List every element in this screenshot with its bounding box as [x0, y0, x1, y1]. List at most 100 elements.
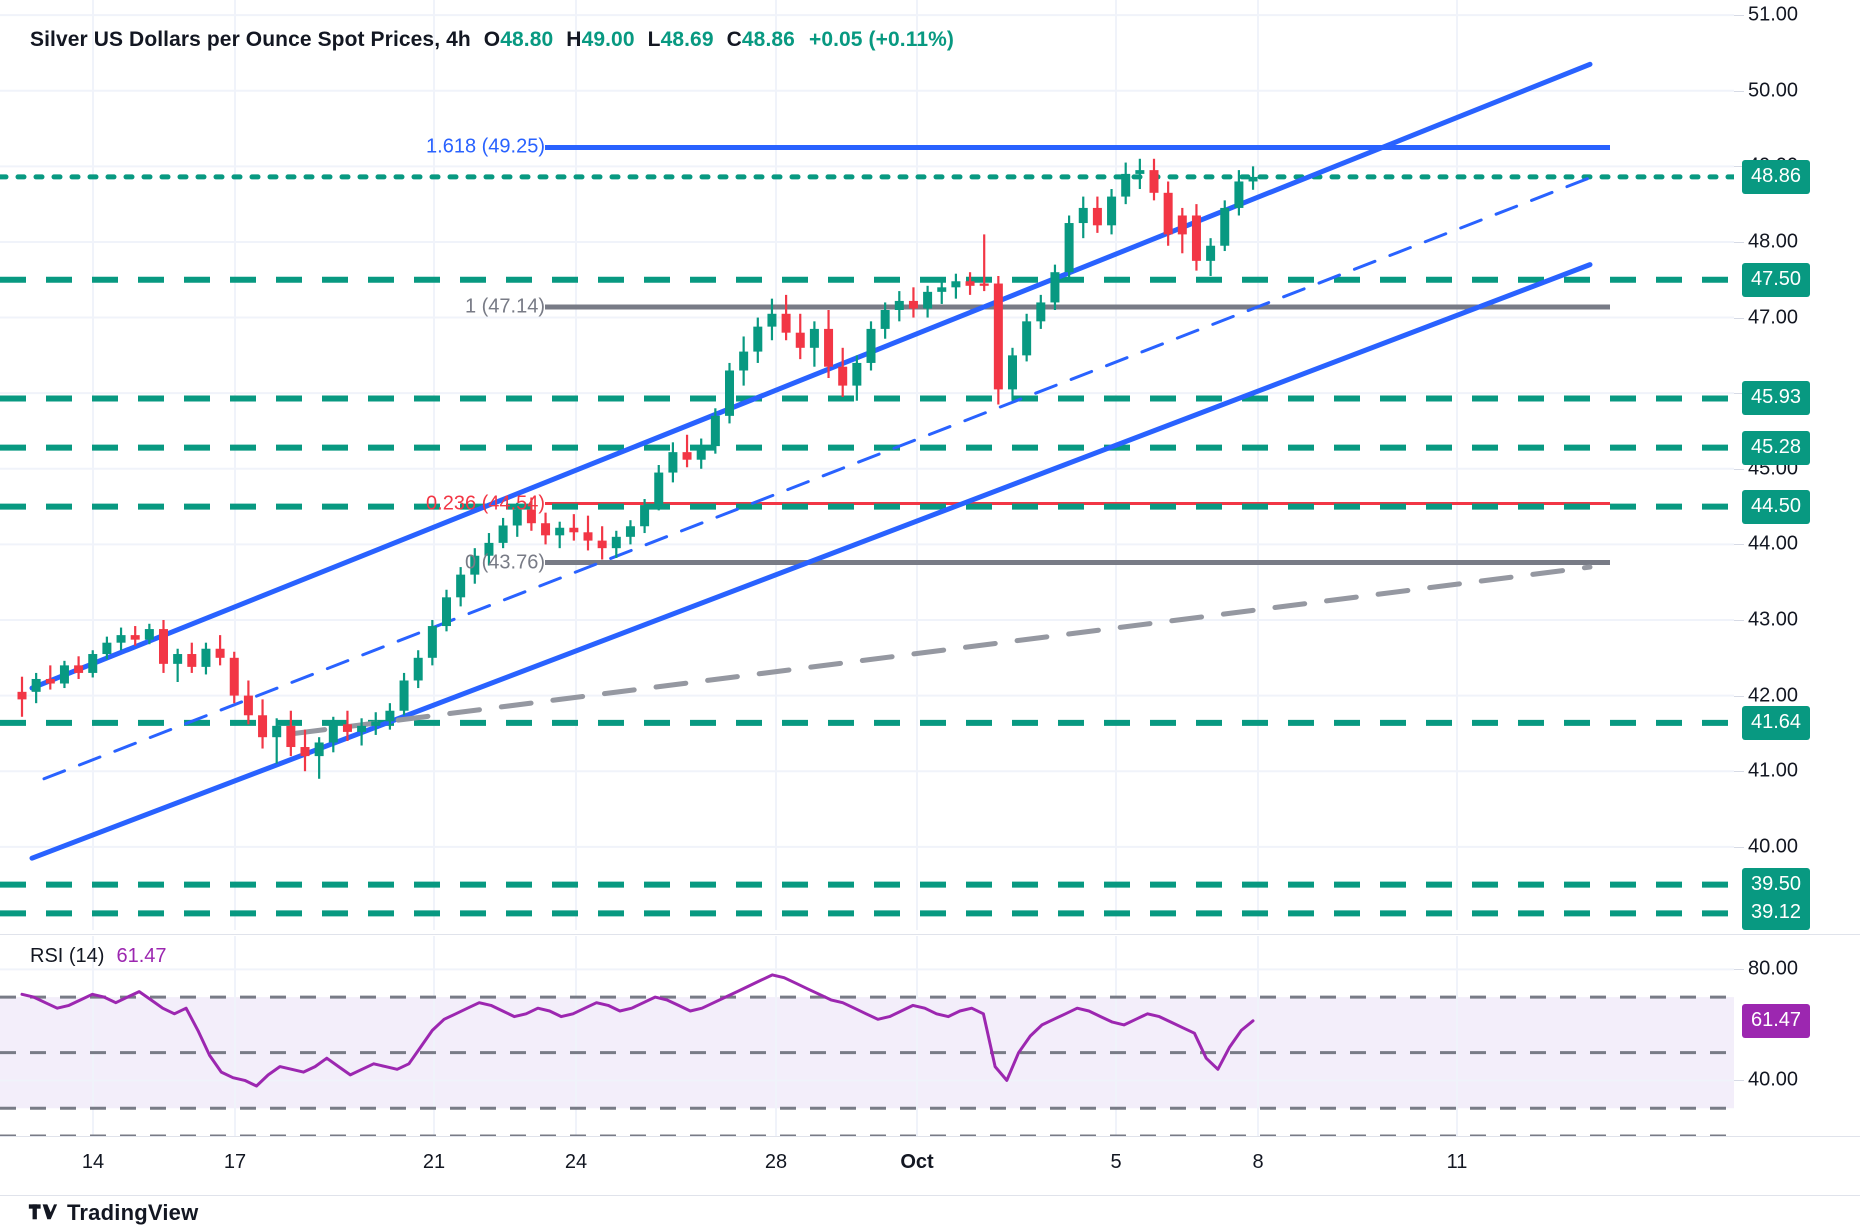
candle-body[interactable] [696, 446, 706, 460]
candle-body[interactable] [159, 629, 168, 664]
candle-body[interactable] [1008, 355, 1017, 390]
candle-body[interactable] [1149, 170, 1159, 193]
candle-body[interactable] [1206, 245, 1216, 261]
candle-body[interactable] [1121, 173, 1131, 197]
price-tag-3950[interactable]: 39.50 [1742, 867, 1811, 902]
candle-body[interactable] [59, 665, 69, 684]
candle-body[interactable] [357, 725, 367, 732]
candle-body[interactable] [965, 281, 975, 286]
candle-body[interactable] [1036, 302, 1046, 322]
candle-body[interactable] [385, 710, 395, 722]
price-tag-4528[interactable]: 45.28 [1742, 430, 1811, 465]
price-tag-4450[interactable]: 44.50 [1742, 489, 1811, 524]
candle-body[interactable] [456, 574, 466, 598]
candle-body[interactable] [710, 415, 720, 447]
candle-body[interactable] [1191, 215, 1201, 261]
rsi-indicator-pane[interactable] [0, 936, 1734, 1136]
rsi-line[interactable] [20, 973, 1255, 1088]
candle-body[interactable] [725, 370, 734, 416]
candle-body[interactable] [1078, 207, 1088, 224]
price-tag-4750[interactable]: 47.50 [1742, 262, 1811, 297]
annotation-fib-0236[interactable]: 0.236 (44.54) [426, 492, 545, 515]
candle-body[interactable] [979, 283, 989, 286]
candle-body[interactable] [31, 678, 41, 692]
candle-body[interactable] [1177, 215, 1187, 235]
trendline-channel-upper[interactable] [29, 61, 1593, 691]
candle-body[interactable] [215, 648, 225, 658]
candle-body[interactable] [144, 629, 154, 640]
trendline-inner-dashed-blue[interactable] [42, 176, 1592, 781]
candle-body[interactable] [470, 555, 480, 575]
candle-body[interactable] [654, 472, 664, 506]
price-scale-axis[interactable]: 51.0050.0049.0048.0047.0046.0045.0044.00… [1734, 0, 1860, 931]
candle-body[interactable] [1234, 181, 1244, 208]
pane-separator[interactable] [0, 934, 1860, 935]
candle-body[interactable] [130, 635, 140, 640]
price-tag-last[interactable]: 48.86 [1742, 159, 1811, 194]
annotation-fib-1618[interactable]: 1.618 (49.25) [426, 135, 545, 158]
candle-body[interactable] [640, 505, 650, 527]
candle-body[interactable] [45, 678, 55, 684]
candle-body[interactable] [739, 351, 749, 371]
candle-body[interactable] [512, 509, 522, 526]
candle-body[interactable] [1220, 207, 1230, 246]
candle-body[interactable] [866, 328, 876, 363]
candle-body[interactable] [229, 657, 239, 696]
candle-body[interactable] [187, 654, 197, 667]
candle-body[interactable] [583, 532, 593, 541]
candle-body[interactable] [809, 328, 819, 348]
candle-body[interactable] [668, 452, 678, 473]
candle-body[interactable] [413, 657, 423, 681]
candle-body[interactable] [569, 527, 579, 533]
candle-body[interactable] [993, 283, 1003, 390]
candle-body[interactable] [498, 525, 508, 543]
candle-body[interactable] [880, 310, 890, 329]
candle-body[interactable] [116, 635, 126, 643]
candle-body[interactable] [102, 642, 112, 655]
candle-body[interactable] [753, 326, 763, 352]
candle-body[interactable] [243, 695, 253, 716]
candle-body[interactable] [625, 526, 635, 537]
candle-body[interactable] [555, 527, 565, 536]
price-tag-4164[interactable]: 41.64 [1742, 705, 1811, 740]
candle-body[interactable] [1064, 223, 1074, 273]
candle-body[interactable] [611, 536, 621, 549]
candle-body[interactable] [286, 725, 296, 748]
candle-body[interactable] [484, 542, 494, 556]
price-chart-pane[interactable] [0, 0, 1734, 930]
candle-body[interactable] [795, 332, 805, 348]
candle-body[interactable] [852, 362, 862, 386]
candle-body[interactable] [1050, 272, 1060, 303]
candle-body[interactable] [314, 742, 324, 757]
candle-body[interactable] [88, 654, 98, 673]
candle-body[interactable] [1163, 192, 1173, 235]
candle-body[interactable] [427, 626, 437, 658]
candle-body[interactable] [1092, 207, 1102, 226]
candle-body[interactable] [300, 747, 310, 757]
candle-body[interactable] [201, 648, 211, 667]
candle-body[interactable] [1135, 170, 1145, 174]
candle-body[interactable] [541, 523, 551, 536]
candle-body[interactable] [767, 313, 777, 327]
candle-body[interactable] [258, 715, 268, 738]
candle-body[interactable] [371, 721, 381, 726]
rsi-scale-axis[interactable]: 80.00 40.00 61.47 [1734, 936, 1860, 1136]
candle-body[interactable] [838, 366, 848, 386]
candle-body[interactable] [272, 725, 282, 738]
trendline-gray-dashed-down[interactable] [292, 564, 1593, 736]
candle-body[interactable] [923, 291, 933, 309]
candle-body[interactable] [173, 654, 183, 664]
candle-body[interactable] [1022, 321, 1032, 356]
candle-body[interactable] [682, 452, 692, 460]
symbol-title[interactable]: Silver US Dollars per Ounce Spot Prices,… [30, 28, 471, 51]
candle-body[interactable] [597, 540, 607, 549]
trendline-channel-lower[interactable] [29, 262, 1593, 861]
candle-body[interactable] [442, 597, 451, 627]
candle-body[interactable] [1107, 196, 1117, 226]
rsi-tag-last[interactable]: 61.47 [1742, 1003, 1811, 1038]
candle-body[interactable] [342, 724, 352, 732]
candle-body[interactable] [1248, 176, 1258, 182]
date-axis[interactable]: 14 17 21 24 28 Oct 5 8 11 [0, 1136, 1734, 1196]
candle-body[interactable] [399, 680, 409, 711]
annotation-fib-0[interactable]: 0 (43.76) [464, 551, 545, 574]
